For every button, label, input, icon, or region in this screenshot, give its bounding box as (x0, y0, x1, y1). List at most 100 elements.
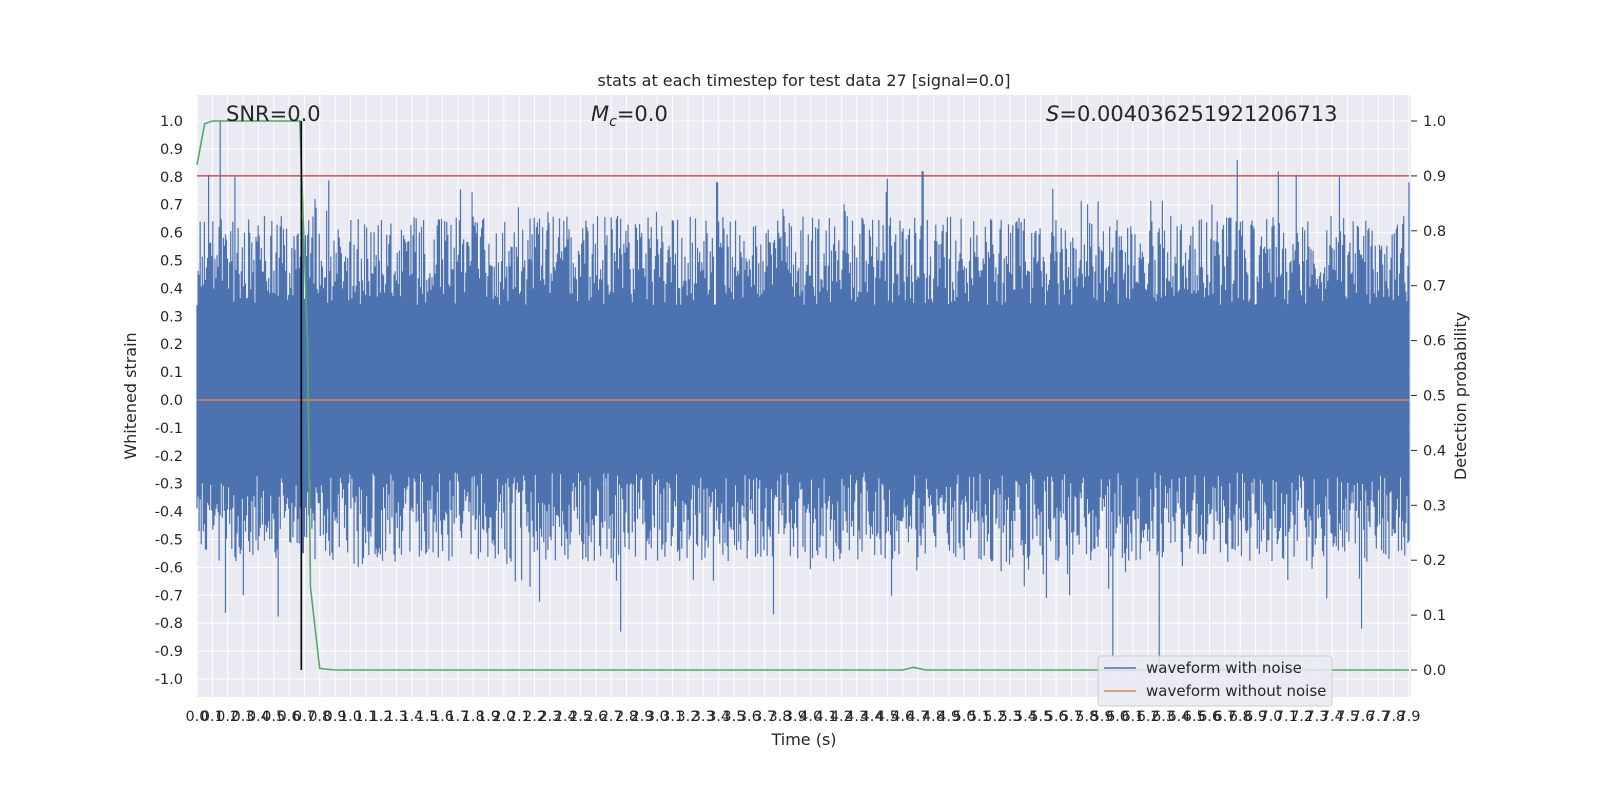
x-tick-label: 3.4 (707, 709, 730, 725)
x-tick-label: 7.6 (1351, 709, 1374, 725)
x-tick-label: 2.7 (600, 709, 623, 725)
x-tick-label: 3.9 (784, 709, 807, 725)
y-right-tick-label: 0.9 (1423, 169, 1446, 185)
x-tick-label: 4.9 (937, 709, 960, 725)
chart-title: stats at each timestep for test data 27 … (598, 71, 1011, 90)
y-right-tick-label: 0.0 (1423, 663, 1446, 679)
x-tick-label: 1.3 (385, 709, 408, 725)
x-tick-labels: 0.00.10.20.30.40.50.60.70.80.91.01.11.21… (185, 709, 1420, 725)
y-tick-label: 0.7 (160, 198, 183, 214)
x-tick-label: 3.1 (661, 709, 684, 725)
x-tick-label: 6.0 (1106, 709, 1129, 725)
y-right-tick-label: 0.7 (1423, 279, 1446, 295)
x-tick-label: 0.0 (185, 709, 208, 725)
y-tick-label: -0.8 (155, 616, 183, 632)
x-tick-label: 3.5 (722, 709, 745, 725)
y-tick-label: -0.6 (155, 560, 183, 576)
x-tick-label: 7.1 (1275, 709, 1298, 725)
x-tick-label: 0.9 (324, 709, 347, 725)
y-tick-label: 1.0 (160, 114, 183, 130)
x-tick-label: 1.6 (431, 709, 454, 725)
y-axis-label: Whitened strain (121, 332, 140, 459)
x-tick-label: 7.2 (1290, 709, 1313, 725)
y-tick-label: 0.0 (160, 393, 183, 409)
y-tick-label: 0.4 (160, 281, 183, 297)
x-axis-label: Time (s) (770, 730, 836, 749)
x-tick-label: 6.9 (1244, 709, 1267, 725)
y-tick-label: -1.0 (155, 672, 183, 688)
x-tick-label: 2.9 (630, 709, 653, 725)
x-tick-label: 6.6 (1198, 709, 1221, 725)
waveform-with-noise-series (196, 121, 1410, 671)
x-tick-label: 0.8 (308, 709, 331, 725)
x-tick-label: 5.1 (968, 709, 991, 725)
legend-box (1097, 655, 1333, 707)
chirp-mass-subscript: c (609, 114, 617, 130)
y-tick-label: -0.9 (155, 644, 183, 660)
x-tick-label: 1.1 (354, 709, 377, 725)
y-right-tick-label: 0.1 (1423, 608, 1446, 624)
x-tick-label: 1.9 (477, 709, 500, 725)
s-symbol: S (1046, 102, 1059, 126)
legend-label-clean: waveform without noise (1146, 682, 1326, 700)
x-tick-label: 6.3 (1152, 709, 1175, 725)
x-tick-label: 6.5 (1183, 709, 1206, 725)
y-tick-label: -0.1 (155, 421, 183, 437)
x-tick-label: 2.6 (584, 709, 607, 725)
y-right-tick-label: 1.0 (1423, 114, 1446, 130)
x-tick-label: 5.7 (1060, 709, 1083, 725)
y-tick-label: -0.2 (155, 449, 183, 465)
y-right-tick-label: 0.3 (1423, 498, 1446, 514)
x-tick-label: 7.9 (1397, 709, 1420, 725)
snr-annotation: SNR=0.0 (226, 102, 321, 126)
x-tick-label: 0.6 (278, 709, 301, 725)
y-tick-label: 0.1 (160, 365, 183, 381)
x-tick-label: 4.3 (845, 709, 868, 725)
x-tick-label: 3.2 (676, 709, 699, 725)
x-tick-label: 2.2 (523, 709, 546, 725)
x-tick-label: 6.1 (1121, 709, 1144, 725)
y-tick-label: 0.9 (160, 142, 183, 158)
y-tick-labels: 1.0 0.9 0.8 0.7 0.6 0.5 0.4 0.3 0.2 0.1 0.0 -0.1 -0.… (155, 114, 183, 688)
x-tick-label: 1.8 (462, 709, 485, 725)
x-tick-label: 4.6 (891, 709, 914, 725)
legend-label-noise: waveform with noise (1146, 659, 1302, 677)
x-tick-label: 3.6 (738, 709, 761, 725)
x-tick-label: 1.4 (400, 709, 423, 725)
legend: waveform with noise waveform without noi… (1097, 655, 1333, 707)
x-tick-label: 5.2 (983, 709, 1006, 725)
x-tick-label: 2.0 (492, 709, 515, 725)
x-tick-label: 7.4 (1321, 709, 1344, 725)
x-tick-label: 3.7 (753, 709, 776, 725)
x-tick-label: 2.3 (538, 709, 561, 725)
y-tick-label: 0.3 (160, 309, 183, 325)
x-tick-label: 5.9 (1091, 709, 1114, 725)
x-tick-label: 0.3 (231, 709, 254, 725)
x-tick-label: 1.0 (339, 709, 362, 725)
x-tick-label: 6.2 (1137, 709, 1160, 725)
y-right-tick-label: 0.4 (1423, 443, 1446, 459)
x-tick-label: 2.4 (554, 709, 577, 725)
x-tick-label: 4.0 (799, 709, 822, 725)
s-annotation: S=0.004036251921206713 (1046, 102, 1337, 126)
y-right-tick-label: 0.8 (1423, 224, 1446, 240)
x-tick-label: 1.5 (416, 709, 439, 725)
y-tick-label: 0.8 (160, 170, 183, 186)
x-tick-label: 4.4 (861, 709, 884, 725)
x-tick-label: 7.7 (1367, 709, 1390, 725)
x-tick-label: 3.0 (646, 709, 669, 725)
x-tick-label: 3.3 (692, 709, 715, 725)
y-tick-label: -0.5 (155, 533, 183, 549)
x-tick-label: 4.2 (830, 709, 853, 725)
y-right-tick-labels: 1.0 0.9 0.8 0.7 0.6 0.5 0.4 0.3 0.2 0.1 0.0 (1411, 114, 1446, 679)
x-tick-label: 0.4 (247, 709, 270, 725)
x-tick-label: 0.2 (216, 709, 239, 725)
x-tick-label: 3.8 (768, 709, 791, 725)
x-tick-label: 2.8 (615, 709, 638, 725)
x-tick-label: 4.7 (907, 709, 930, 725)
y-tick-label: 0.6 (160, 226, 183, 242)
detection-probability-series (196, 120, 1409, 671)
x-tick-label: 7.5 (1336, 709, 1359, 725)
x-tick-label: 2.1 (508, 709, 531, 725)
